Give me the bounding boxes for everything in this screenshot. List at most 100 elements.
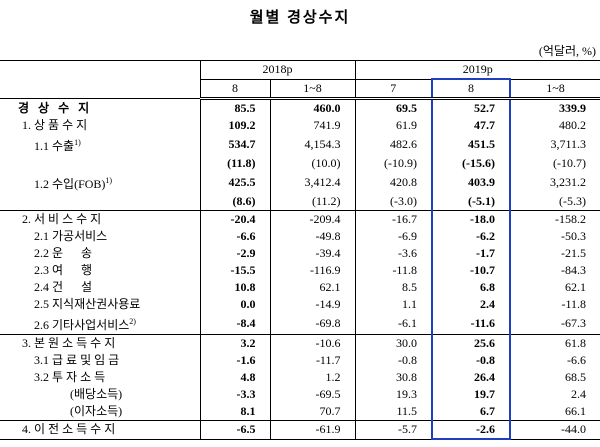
column-header: 7 bbox=[354, 79, 432, 100]
cell: 62.1 bbox=[509, 279, 600, 296]
header-row: 8 1~8 7 8 1~8 bbox=[0, 78, 600, 100]
cell: -6.5 bbox=[199, 420, 270, 440]
row-label-text: 경 상 수 지 bbox=[18, 100, 93, 115]
column-header: 8 bbox=[199, 79, 270, 100]
cell: 2.4 bbox=[509, 386, 600, 403]
cell: -2.6 bbox=[431, 420, 511, 440]
cell: -50.3 bbox=[509, 228, 600, 245]
cell: -6.2 bbox=[431, 228, 511, 245]
row-label: 3. 본 원 소 득 수 지 bbox=[0, 335, 200, 353]
table-row: 3.1 급 료 및 임 금 -1.6 -11.7 -0.8 -0.8 -6.6 bbox=[0, 352, 600, 369]
cell: -39.4 bbox=[269, 245, 355, 262]
cell: -6.9 bbox=[354, 228, 432, 245]
cell: -8.4 bbox=[199, 313, 270, 335]
cell: (10.0) bbox=[269, 155, 355, 172]
cell: -1.6 bbox=[199, 352, 270, 369]
cell: 2.4 bbox=[431, 296, 511, 313]
cell: 19.7 bbox=[431, 386, 511, 403]
cell: -21.5 bbox=[509, 245, 600, 262]
cell: (11.8) bbox=[199, 155, 270, 172]
cell: 3,412.4 bbox=[269, 172, 355, 193]
row-label-text: 3.1 급 료 및 임 금 bbox=[34, 353, 120, 367]
footnote-mark: 1) bbox=[105, 176, 113, 185]
cell: -84.3 bbox=[509, 262, 600, 279]
table-row: (이자소득) 8.1 70.7 11.5 6.7 66.1 bbox=[0, 403, 600, 421]
cell: -3.6 bbox=[354, 245, 432, 262]
table: 2018p 2019p 8 1~8 7 8 1~8 경 상 수 지 85.5 460.0 69.5… bbox=[0, 60, 600, 440]
row-label-text: 2.6 기타사업서비스 bbox=[34, 318, 130, 332]
cell: -6.6 bbox=[509, 352, 600, 369]
table-row: (배당소득) -3.3 -69.5 19.3 19.7 2.4 bbox=[0, 386, 600, 403]
row-label-text: 1.2 수입(FOB) bbox=[34, 177, 106, 191]
cell: 30.0 bbox=[354, 334, 432, 352]
cell: -11.7 bbox=[269, 352, 355, 369]
cell: 451.5 bbox=[431, 134, 511, 155]
cell: 6.7 bbox=[431, 403, 511, 421]
cell: 62.1 bbox=[269, 279, 355, 296]
cell: 8.5 bbox=[354, 279, 432, 296]
cell: -15.5 bbox=[199, 262, 270, 279]
cell: -6.6 bbox=[199, 228, 270, 245]
row-label-text: (배당소득) bbox=[70, 387, 123, 401]
row-label-text: 2.4 건 설 bbox=[34, 280, 93, 294]
cell: -18.0 bbox=[431, 210, 511, 228]
cell: 3,711.3 bbox=[509, 134, 600, 155]
table-row: 2.1 가공서비스 -6.6 -49.8 -6.9 -6.2 -50.3 bbox=[0, 228, 600, 245]
table-row: 2.3 여 행 -15.5 -116.9 -11.8 -10.7 -84.3 bbox=[0, 262, 600, 279]
cell: 109.2 bbox=[199, 117, 270, 134]
cell: -49.8 bbox=[269, 228, 355, 245]
cell: -158.2 bbox=[509, 210, 600, 228]
table-row: 1.2 수입(FOB)1) 425.5 3,412.4 420.8 403.9 3,231… bbox=[0, 172, 600, 193]
cell: 3.2 bbox=[199, 334, 270, 352]
row-label: 2.3 여 행 bbox=[0, 262, 200, 279]
row-label-text: 3.2 투 자 소 득 bbox=[34, 370, 106, 384]
cell: 480.2 bbox=[509, 117, 600, 134]
cell: -14.9 bbox=[269, 296, 355, 313]
row-label: 2. 서 비 스 수 지 bbox=[0, 211, 200, 229]
table-head: 2018p 2019p 8 1~8 7 8 1~8 bbox=[0, 60, 600, 100]
column-header: 8 bbox=[431, 78, 511, 100]
row-label: 2.1 가공서비스 bbox=[0, 228, 200, 245]
cell: (-3.0) bbox=[354, 193, 432, 211]
cell: (11.2) bbox=[269, 193, 355, 211]
cell: 4.8 bbox=[199, 369, 270, 386]
cell: 70.7 bbox=[269, 403, 355, 421]
group-header: 2019p bbox=[354, 60, 600, 80]
column-header: 1~8 bbox=[509, 79, 600, 100]
cell: -209.4 bbox=[269, 210, 355, 228]
cell: 10.8 bbox=[199, 279, 270, 296]
cell: -2.9 bbox=[199, 245, 270, 262]
header-corner bbox=[0, 60, 200, 99]
row-label bbox=[0, 193, 200, 211]
cell: 425.5 bbox=[199, 172, 270, 193]
cell: (-10.7) bbox=[509, 155, 600, 172]
cell: -69.8 bbox=[269, 313, 355, 335]
cell: 1.2 bbox=[269, 369, 355, 386]
cell: -1.7 bbox=[431, 245, 511, 262]
unit: (억달러, %) bbox=[538, 44, 596, 58]
cell: 339.9 bbox=[509, 98, 600, 117]
cell: 11.5 bbox=[354, 403, 432, 421]
cell: (-10.9) bbox=[354, 155, 432, 172]
table-row: 2.5 지식재산권사용료 0.0 -14.9 1.1 2.4 -11.8 bbox=[0, 296, 600, 313]
cell: 534.7 bbox=[199, 134, 270, 155]
row-label: 2.6 기타사업서비스2) bbox=[0, 313, 200, 335]
cell: 19.3 bbox=[354, 386, 432, 403]
cell: 741.9 bbox=[269, 117, 355, 134]
row-label: (이자소득) bbox=[0, 403, 200, 421]
group-header: 2018p bbox=[199, 60, 355, 80]
cell: -67.3 bbox=[509, 313, 600, 335]
cell: (8.6) bbox=[199, 193, 270, 211]
row-label: (배당소득) bbox=[0, 386, 200, 403]
cell: 85.5 bbox=[199, 98, 270, 117]
row-label: 1.2 수입(FOB)1) bbox=[0, 172, 200, 193]
row-label: 1. 상 품 수 지 bbox=[0, 117, 200, 134]
cell: -10.6 bbox=[269, 334, 355, 352]
row-label-text: 1.1 수출 bbox=[34, 139, 75, 153]
row-label-text: 1. 상 품 수 지 bbox=[22, 118, 88, 132]
table-row: 경 상 수 지 85.5 460.0 69.5 52.7 339.9 bbox=[0, 98, 600, 117]
cell: 68.5 bbox=[509, 369, 600, 386]
cell: 482.6 bbox=[354, 134, 432, 155]
cell: (-15.6) bbox=[431, 155, 511, 172]
